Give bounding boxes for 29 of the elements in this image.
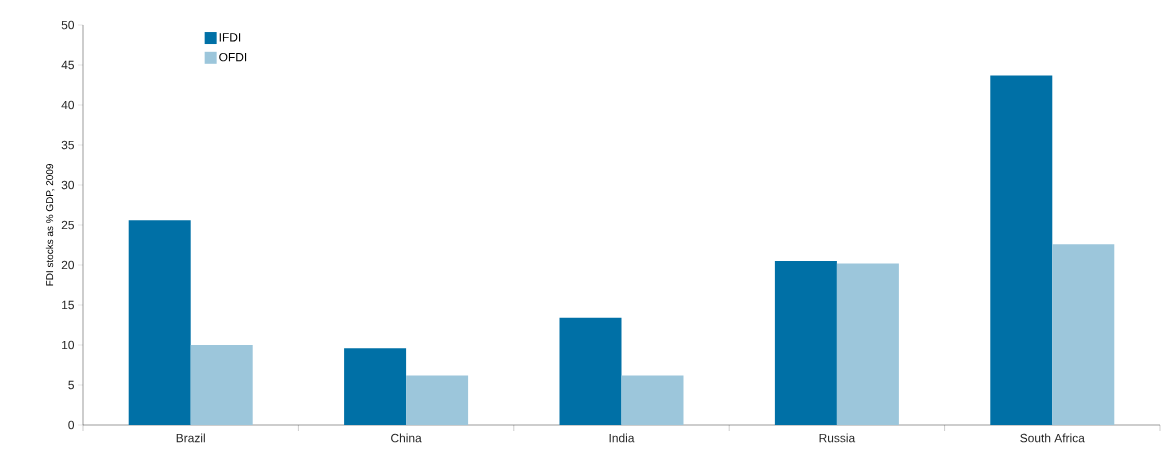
legend-label: OFDI xyxy=(219,52,247,62)
y-tick-label: 25 xyxy=(61,220,74,230)
legend-label: IFDI xyxy=(219,33,241,42)
y-tick-label: 5 xyxy=(68,380,74,390)
y-tick-label: 0 xyxy=(68,420,75,430)
bar xyxy=(990,75,1053,425)
bar xyxy=(836,263,899,425)
bar xyxy=(406,375,469,425)
bar xyxy=(190,345,253,425)
bar xyxy=(344,348,407,425)
x-tick-label: Russia xyxy=(819,433,856,443)
bar xyxy=(128,220,191,425)
y-tick-label: 35 xyxy=(61,140,74,150)
x-tick-label: India xyxy=(609,433,635,443)
x-tick-label: South Africa xyxy=(1020,433,1085,443)
y-tick-label: 40 xyxy=(61,100,75,110)
x-tick-label: Brazil xyxy=(176,433,205,443)
y-tick-label: 10 xyxy=(62,340,75,350)
y-tick-label: 20 xyxy=(61,260,75,270)
y-tick-label: 45 xyxy=(61,60,74,70)
y-tick-label: 50 xyxy=(61,20,75,30)
y-axis-title: FDI stocks as % GDP, 2009 xyxy=(45,164,55,286)
bar xyxy=(559,317,622,425)
x-tick-label: China xyxy=(391,433,422,443)
y-tick-label: 15 xyxy=(62,300,74,310)
bar xyxy=(1052,244,1115,425)
bar xyxy=(621,375,684,425)
y-tick-label: 30 xyxy=(61,180,75,190)
bar xyxy=(774,261,837,425)
